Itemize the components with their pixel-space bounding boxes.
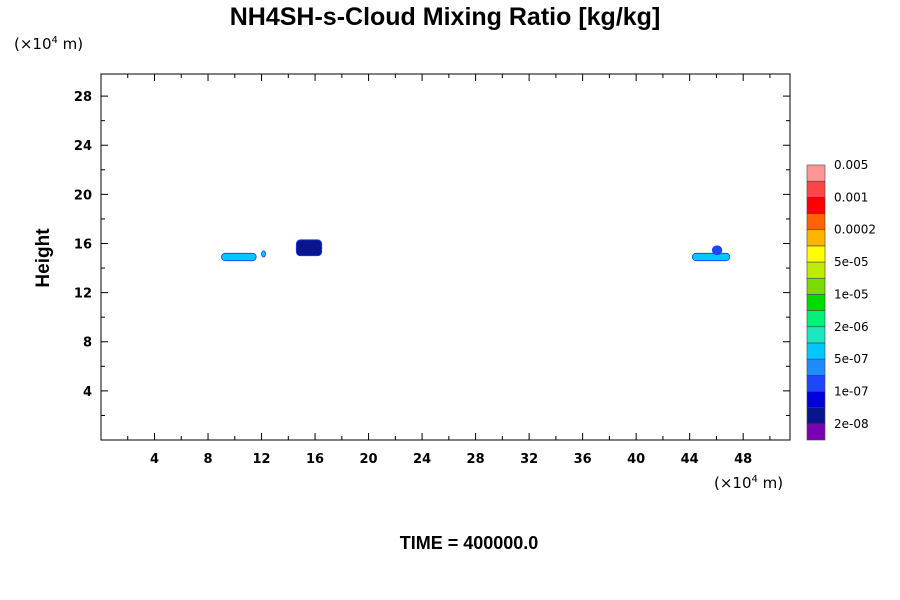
y-tick-label: 8	[83, 336, 92, 351]
colorbar-swatch	[806, 213, 826, 231]
y-axis-label: Height	[33, 228, 54, 288]
x-tick-label: 48	[734, 452, 752, 467]
colorbar: 2e-08 1e-07 5e-07 2e-06 1e-05 5e-05 0.0002 0.00…	[806, 158, 876, 441]
cloud-feature	[221, 252, 257, 262]
colorbar-label: 5e-07	[834, 352, 869, 366]
x-tick-label: 24	[413, 452, 431, 467]
x-tick-label: 36	[574, 452, 592, 467]
x-tick-label: 32	[520, 452, 538, 467]
cloud-feature	[261, 250, 266, 258]
cloud-feature	[691, 252, 731, 262]
colorbar-swatch	[806, 164, 826, 182]
x-tick-label: 28	[467, 452, 485, 467]
colorbar-swatch	[806, 277, 826, 295]
colorbar-swatch	[806, 391, 826, 408]
colorbar-label: 2e-08	[834, 417, 869, 431]
colorbar-label: 0.005	[834, 158, 868, 172]
colorbar-label: 0.001	[834, 190, 868, 204]
colorbar-swatch	[806, 180, 826, 198]
colorbar-label: 1e-05	[834, 287, 869, 301]
x-unit-label: (×104 m)	[714, 474, 783, 492]
y-tick-label: 4	[83, 385, 92, 400]
x-tick-label: 16	[306, 452, 324, 467]
x-tick-label: 20	[360, 452, 378, 467]
contour-features	[221, 239, 731, 262]
colorbar-swatch	[806, 358, 826, 376]
y-tick-label: 24	[74, 139, 92, 154]
cloud-feature	[295, 239, 323, 257]
colorbar-swatch	[806, 374, 826, 392]
y-tick-label: 20	[74, 188, 92, 203]
colorbar-label: 0.0002	[834, 223, 876, 237]
y-tick-label: 12	[74, 287, 92, 302]
cloud-feature	[712, 245, 723, 255]
colorbar-label: 5e-05	[834, 255, 869, 269]
x-tick-label: 40	[627, 452, 645, 467]
x-tick-label: 44	[681, 452, 699, 467]
colorbar-swatch	[806, 294, 826, 311]
colorbar-swatch	[806, 342, 826, 360]
colorbar-label: 2e-06	[834, 320, 869, 334]
x-tick-label: 8	[204, 452, 213, 467]
colorbar-swatch	[806, 407, 826, 425]
y-unit-label: (×104 m)	[14, 35, 83, 53]
colorbar-swatch	[806, 229, 826, 247]
chart-title: NH4SH-s-Cloud Mixing Ratio [kg/kg]	[230, 3, 661, 31]
colorbar-swatch	[806, 423, 826, 441]
colorbar-swatch	[806, 261, 826, 279]
y-tick-label: 16	[74, 237, 92, 252]
colorbar-swatch	[806, 326, 826, 344]
y-tick-label: 28	[74, 90, 92, 105]
colorbar-swatch	[806, 197, 826, 214]
x-tick-label: 12	[252, 452, 270, 467]
plot-area	[100, 73, 791, 441]
time-label: TIME = 400000.0	[400, 533, 539, 553]
x-tick-label: 4	[150, 452, 159, 467]
colorbar-swatch	[806, 310, 826, 328]
colorbar-label: 1e-07	[834, 384, 869, 398]
colorbar-swatch	[806, 245, 826, 263]
